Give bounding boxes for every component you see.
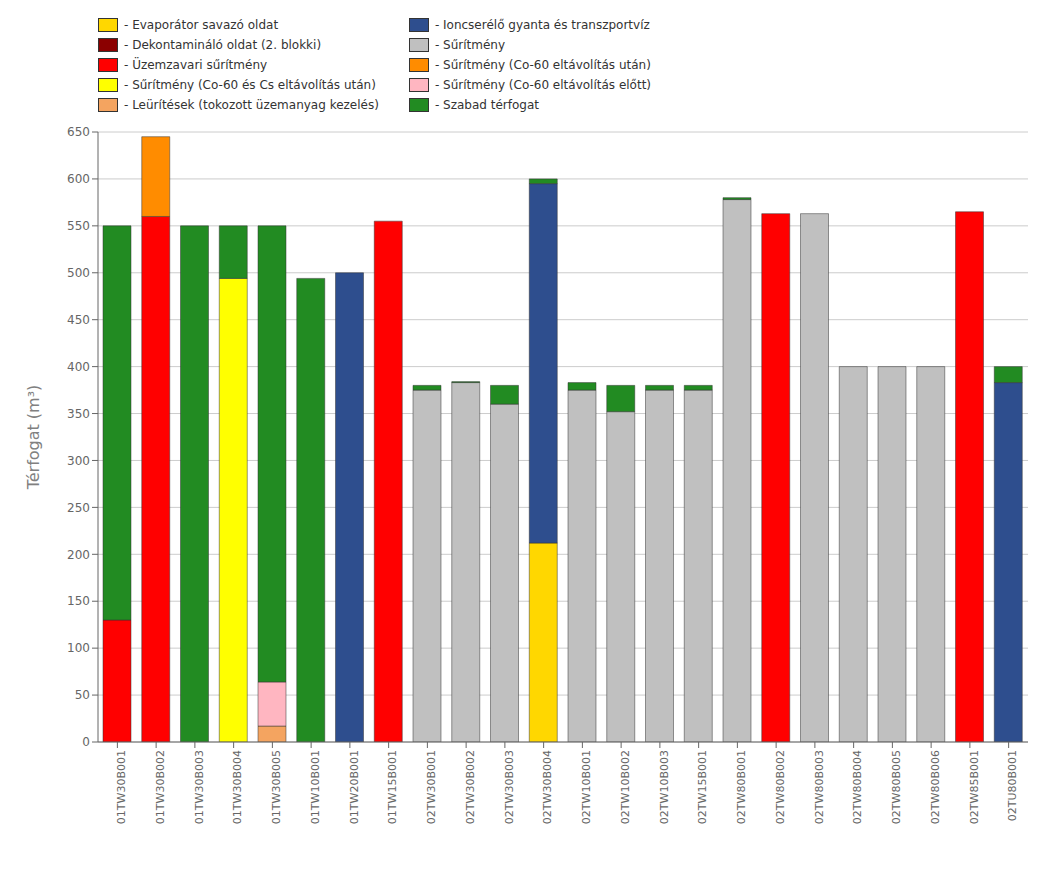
svg-text:02TW30B002: 02TW30B002 [464,750,477,824]
svg-text:250: 250 [67,501,90,515]
svg-text:01TW30B004: 01TW30B004 [231,750,244,824]
svg-text:02TW30B001: 02TW30B001 [425,750,438,824]
svg-text:100: 100 [67,641,90,655]
svg-text:01TW20B001: 01TW20B001 [348,750,361,824]
svg-text:02TW80B002: 02TW80B002 [774,750,787,824]
svg-text:50: 50 [75,688,90,702]
svg-text:02TW80B006: 02TW80B006 [929,750,942,824]
svg-text:600: 600 [67,172,90,186]
svg-text:Térfogat (m³): Térfogat (m³) [24,385,43,491]
svg-text:02TW80B005: 02TW80B005 [890,750,903,824]
html-text:- Evaporátor savazó oldat: - Evaporátor savazó oldat [124,18,279,32]
html-text:- Sűrítmény (Co-60 eltávolítás: - Sűrítmény (Co-60 eltávolítás előtt) [434,78,651,92]
svg-text:02TW80B003: 02TW80B003 [813,750,826,824]
svg-text:450: 450 [67,313,90,327]
svg-text:150: 150 [67,594,90,608]
svg-text:02TW10B003: 02TW10B003 [658,750,671,824]
html-text:- Leürítések (tokozott üzemany: - Leürítések (tokozott üzemanyag kezelés… [124,98,379,112]
html-text:- Üzemzavari sűrítmény: - Üzemzavari sűrítmény [124,58,268,72]
html-text:- Sűrítmény: - Sűrítmény [434,38,505,52]
svg-text:01TW15B001: 01TW15B001 [386,750,399,824]
svg-text:500: 500 [67,266,90,280]
svg-text:02TU80B001: 02TU80B001 [1006,750,1019,821]
svg-text:01TW30B002: 01TW30B002 [154,750,167,824]
svg-text:02TW10B002: 02TW10B002 [619,750,632,824]
svg-text:0: 0 [82,735,90,749]
html-text:- Sűrítmény (Co-60 eltávolítás: - Sűrítmény (Co-60 eltávolítás után) [434,58,651,72]
html-text:- Ioncserélő gyanta és transzp: - Ioncserélő gyanta és transzportvíz [434,18,650,32]
svg-text:02TW15B001: 02TW15B001 [696,750,709,824]
svg-text:550: 550 [67,219,90,233]
html-text:- Dekontamináló oldat (2. blok: - Dekontamináló oldat (2. blokki) [124,38,322,52]
svg-text:01TW10B001: 01TW10B001 [309,750,322,824]
svg-text:02TW30B004: 02TW30B004 [541,750,554,824]
svg-text:650: 650 [67,125,90,139]
svg-text:200: 200 [67,548,90,562]
svg-text:350: 350 [67,407,90,421]
svg-text:02TW80B001: 02TW80B001 [735,750,748,824]
svg-text:01TW30B005: 01TW30B005 [270,750,283,824]
svg-text:02TW80B004: 02TW80B004 [851,750,864,824]
html-text:- Szabad térfogat: - Szabad térfogat [434,98,539,112]
html-text:- Sűrítmény (Co-60 és Cs eltáv: - Sűrítmény (Co-60 és Cs eltávolítás utá… [124,78,376,92]
svg-text:400: 400 [67,360,90,374]
svg-text:01TW30B003: 01TW30B003 [193,750,206,824]
svg-text:02TW30B003: 02TW30B003 [503,750,516,824]
svg-text:02TW10B001: 02TW10B001 [580,750,593,824]
svg-text:01TW30B001: 01TW30B001 [115,750,128,824]
svg-text:300: 300 [67,454,90,468]
svg-text:02TW85B001: 02TW85B001 [968,750,981,824]
